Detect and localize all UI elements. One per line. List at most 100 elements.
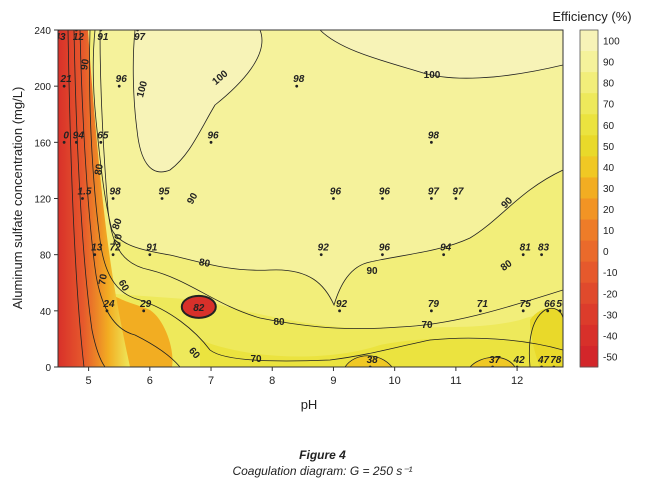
colorbar-level-label: 20: [603, 205, 615, 216]
point-label: 13: [91, 243, 103, 254]
point-label: 96: [116, 74, 128, 85]
colorbar-swatch: [580, 30, 598, 52]
point-label: 98: [428, 130, 440, 141]
x-tick-label: 6: [147, 375, 153, 387]
colorbar-level-label: 40: [603, 163, 615, 174]
colorbar-level-label: 0: [603, 247, 609, 258]
colorbar-level-label: 10: [603, 226, 615, 237]
contour-label: 100: [424, 70, 441, 81]
colorbar-swatch: [580, 219, 598, 242]
data-point: [521, 309, 525, 313]
colorbar-level-label: -40: [603, 331, 618, 342]
colorbar-swatch: [580, 156, 598, 178]
colorbar-frame: [579, 29, 599, 368]
y-tick-label: 240: [34, 26, 51, 37]
point-label: 81: [520, 243, 532, 254]
colorbar-level-label: 30: [603, 184, 615, 195]
x-tick-label: 8: [269, 375, 275, 387]
data-point: [521, 253, 525, 257]
x-axis-label: pH: [301, 397, 318, 412]
colorbar-swatch: [580, 51, 598, 73]
point-label: 79: [428, 299, 440, 310]
colorbar-swatch: [580, 261, 598, 284]
colorbar-level-label: 100: [603, 37, 620, 48]
y-tick-label: 40: [40, 307, 52, 318]
colorbar-title: Efficiency (%): [552, 9, 631, 24]
data-point: [295, 84, 299, 88]
data-point: [160, 197, 164, 200]
data-point: [111, 253, 115, 257]
point-label: 92: [318, 243, 330, 254]
data-point: [111, 197, 115, 200]
colorbar-level-label: 60: [603, 121, 615, 132]
point-label: 94: [440, 243, 452, 254]
data-point: [105, 309, 109, 313]
data-point: [62, 84, 66, 88]
contour-label: 80: [111, 217, 125, 232]
highlight-marker: [180, 294, 217, 319]
figure-caption: Coagulation diagram: G = 250 s⁻¹: [232, 464, 413, 478]
y-tick-label: 160: [34, 138, 51, 149]
y-tick-label: 200: [34, 82, 51, 93]
colorbar-swatch: [580, 177, 598, 199]
data-point: [442, 253, 446, 257]
colorbar-level-label: 80: [603, 79, 615, 90]
colorbar-level-label: 90: [603, 58, 615, 69]
point-label: 47: [537, 355, 550, 366]
data-point: [81, 197, 84, 200]
data-points: 43 12 91 97 21 96 98 0 94 65 96 98 1.5 98 95 96 96 97 97 13…: [58, 30, 563, 367]
contour-label: 70: [112, 233, 125, 246]
y-axis-ticks: 0 40 80 120 160 200 240: [34, 26, 58, 374]
y-tick-label: 120: [34, 195, 51, 206]
contour-label: 70: [250, 354, 262, 365]
colorbar-swatch: [580, 303, 598, 326]
contour-fill-100-left: [133, 30, 262, 172]
point-label: 0: [63, 130, 69, 141]
point-label: 91: [146, 243, 158, 254]
data-point: [429, 140, 433, 144]
contour-label: 70: [421, 320, 433, 331]
contour-fill-100-top: [320, 30, 563, 79]
point-label: 97: [452, 187, 464, 198]
data-point: [558, 309, 562, 313]
point-label: 82: [193, 303, 205, 314]
y-tick-label: 0: [45, 363, 51, 374]
point-label: 24: [102, 299, 115, 310]
data-point: [148, 253, 152, 257]
x-tick-label: 9: [330, 375, 336, 387]
data-point: [454, 197, 458, 200]
x-axis-ticks: 5 6 7 8 9 10 11 12: [86, 367, 523, 387]
contour-lines: [67, 30, 563, 367]
contour-label: 60: [116, 278, 131, 294]
point-label: 75: [520, 299, 532, 310]
point-label: 71: [477, 299, 489, 310]
data-point: [99, 140, 103, 144]
colorbar-level-label: -10: [603, 268, 618, 279]
colorbar-swatch: [580, 114, 598, 136]
colorbar-swatch: [580, 72, 598, 94]
figure-title: Figure 4: [299, 448, 346, 462]
data-point: [74, 140, 78, 144]
contour-label: 80: [273, 317, 285, 328]
point-label: 96: [207, 130, 219, 141]
point-label: 42: [513, 355, 526, 366]
y-axis-label: Aluminum sulfate concentration (mg/L): [10, 87, 25, 310]
x-tick-label: 11: [450, 375, 461, 387]
point-label: 96: [379, 243, 391, 254]
colorbar-level-label: -30: [603, 310, 618, 321]
data-point: [319, 253, 323, 257]
contour-label: 80: [198, 257, 211, 270]
point-label: 12: [73, 32, 85, 43]
contour-label: 80: [93, 163, 106, 176]
contour-label: 90: [79, 58, 92, 71]
colorbar-swatch: [580, 324, 598, 347]
x-tick-label: 10: [389, 375, 401, 387]
point-label: 83: [538, 243, 550, 254]
data-point: [93, 253, 97, 257]
point-label: 97: [134, 32, 146, 43]
point-label: 94: [73, 130, 85, 141]
contour-label: 90: [185, 191, 200, 207]
data-point: [117, 84, 121, 88]
